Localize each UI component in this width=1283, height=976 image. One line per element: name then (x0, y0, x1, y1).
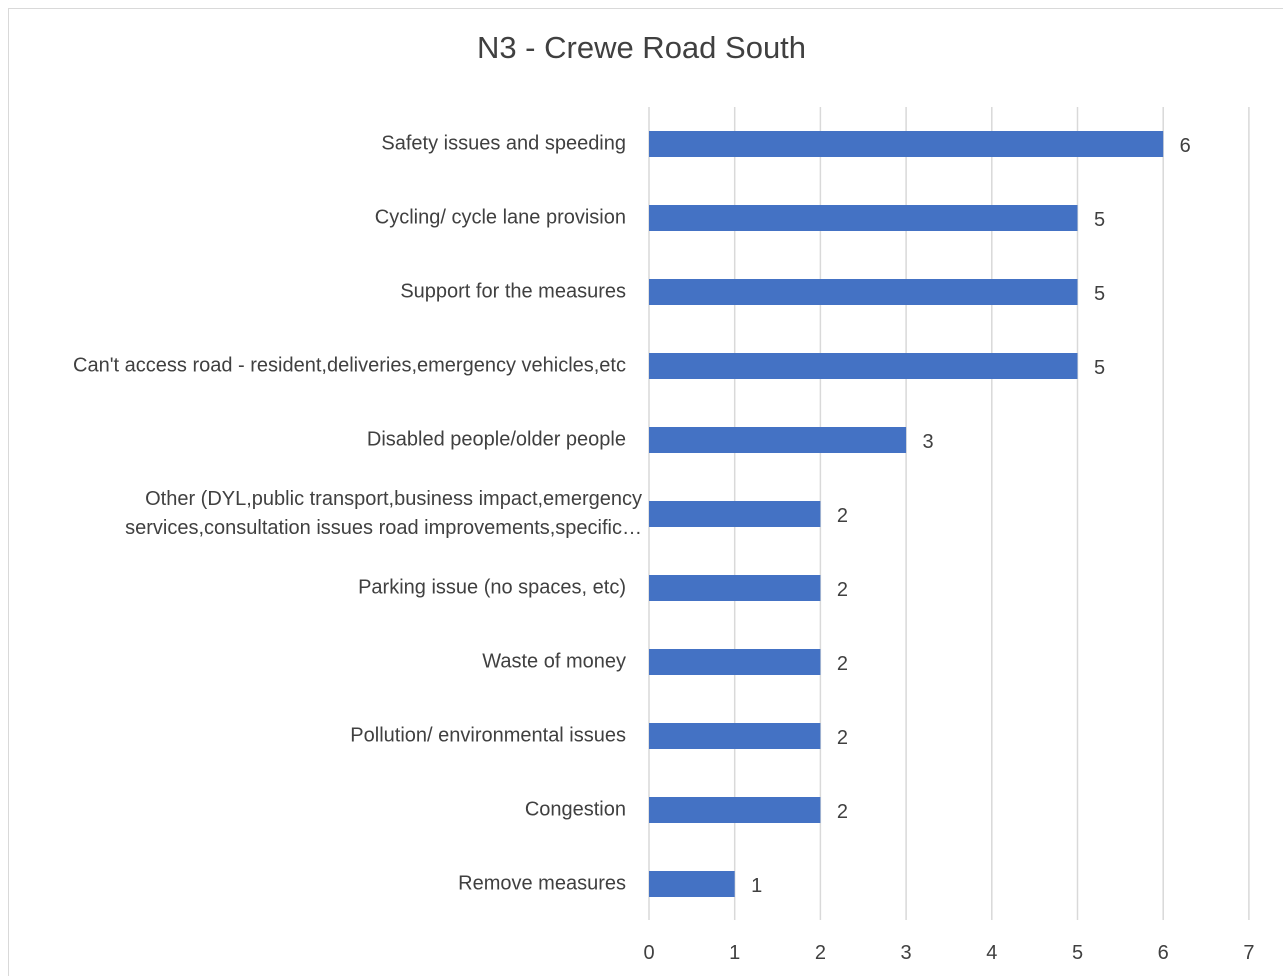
category-label: Congestion (0, 796, 626, 825)
category-label: Other (DYL,public transport,business imp… (2, 485, 642, 543)
category-label: Disabled people/older people (0, 426, 626, 455)
bar (649, 575, 821, 601)
bars (649, 131, 1164, 897)
category-label-line: services,consultation issues road improv… (125, 517, 642, 539)
category-label-line: Cycling/ cycle lane provision (374, 206, 626, 229)
x-tick-label: 4 (986, 942, 997, 964)
category-label-line: Support for the measures (400, 280, 626, 303)
x-tick-label: 1 (729, 942, 740, 964)
category-label-line: Congestion (524, 798, 626, 821)
category-label-line: Can't access road - resident,deliveries,… (73, 354, 626, 377)
x-tick-label: 6 (1158, 942, 1169, 964)
data-label: 5 (1094, 209, 1105, 231)
chart-frame (8, 8, 1283, 976)
category-label: Remove measures (0, 870, 626, 899)
x-tick-label: 3 (901, 942, 912, 964)
x-axis-ticks: 0 1 2 3 4 5 6 7 (643, 942, 1254, 964)
category-label-line: Parking issue (no spaces, etc) (358, 576, 626, 599)
category-label: Safety issues and speeding (0, 130, 626, 159)
category-label: Support for the measures (0, 278, 626, 307)
data-label: 2 (837, 653, 848, 675)
bar (649, 279, 1078, 305)
bar (649, 131, 1164, 157)
bar (649, 797, 821, 823)
data-label: 5 (1094, 283, 1105, 305)
category-label-line: Safety issues and speeding (381, 132, 626, 155)
category-label: Waste of money (0, 648, 626, 677)
data-label: 3 (923, 431, 934, 453)
category-label-line: Other (DYL,public transport,business imp… (145, 488, 642, 510)
x-tick-label: 0 (643, 942, 654, 964)
bar (649, 723, 821, 749)
x-tick-label: 7 (1243, 942, 1254, 964)
x-tick-label: 2 (815, 942, 826, 964)
data-label: 2 (837, 801, 848, 823)
category-label: Cycling/ cycle lane provision (0, 204, 626, 233)
chart-title: N3 - Crewe Road South (476, 30, 807, 65)
data-label: 2 (837, 727, 848, 749)
bar (649, 871, 735, 897)
data-labels: 6 5 5 5 3 2 2 2 2 2 1 (751, 135, 1191, 897)
category-label: Parking issue (no spaces, etc) (0, 574, 626, 603)
data-label: 5 (1094, 357, 1105, 379)
bar (649, 427, 907, 453)
data-label: 2 (837, 505, 848, 527)
category-label: Pollution/ environmental issues (0, 722, 626, 751)
category-label: Can't access road - resident,deliveries,… (0, 352, 626, 381)
bar (649, 205, 1078, 231)
bar (649, 353, 1078, 379)
category-label-line: Waste of money (482, 650, 626, 673)
data-label: 1 (751, 875, 762, 897)
grid-lines (648, 107, 1250, 920)
data-label: 6 (1180, 135, 1191, 157)
data-label: 2 (837, 579, 848, 601)
bar (649, 649, 821, 675)
x-tick-label: 5 (1072, 942, 1083, 964)
category-label-line: Pollution/ environmental issues (350, 724, 626, 747)
category-label-line: Remove measures (458, 872, 626, 895)
bar (649, 501, 821, 527)
category-label-line: Disabled people/older people (366, 428, 626, 451)
